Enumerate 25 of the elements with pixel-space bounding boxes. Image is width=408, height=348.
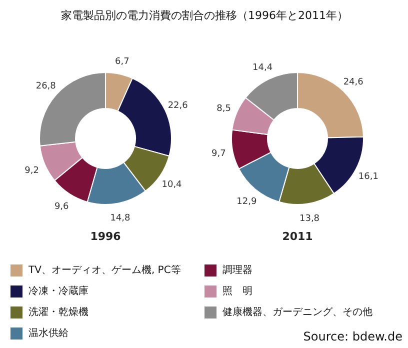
data-label: 13,8 bbox=[300, 214, 320, 224]
legend-label: 健康機器、ガーデニング、その他 bbox=[222, 306, 372, 318]
data-label: 26,8 bbox=[36, 82, 56, 92]
text: 1996 bbox=[90, 230, 122, 243]
legend-label: 温水供給 bbox=[28, 327, 68, 339]
data-label: 16,1 bbox=[358, 172, 378, 182]
data-label: 24,6 bbox=[343, 78, 364, 88]
legend-label: TV、オーディオ、ゲーム機, PC等 bbox=[28, 264, 181, 276]
legend-label: 冷凍・冷蔵庫 bbox=[28, 285, 88, 297]
data-label: 6,7 bbox=[115, 56, 130, 67]
data-label: 8,5 bbox=[216, 104, 231, 114]
source-note: Source: bdew.de bbox=[303, 330, 402, 344]
data-label: 9,2 bbox=[24, 166, 39, 176]
data-label: 14,4 bbox=[252, 63, 273, 74]
chart-title: 家電製品別の電力消費の割合の推移（1996年と2011年） bbox=[61, 9, 348, 22]
legend-label: 照 明 bbox=[222, 286, 252, 297]
legend-label: 調理器 bbox=[222, 264, 252, 276]
data-label: 12,9 bbox=[236, 196, 257, 207]
text: 2011 bbox=[282, 230, 313, 243]
data-label: 10,4 bbox=[162, 180, 182, 190]
data-label: 14,8 bbox=[110, 214, 131, 224]
data-label: 9,7 bbox=[212, 148, 226, 159]
data-label: 9,6 bbox=[54, 202, 70, 212]
data-label: 22,6 bbox=[168, 100, 188, 111]
legend-label: 洗濯・乾燥機 bbox=[28, 306, 88, 318]
